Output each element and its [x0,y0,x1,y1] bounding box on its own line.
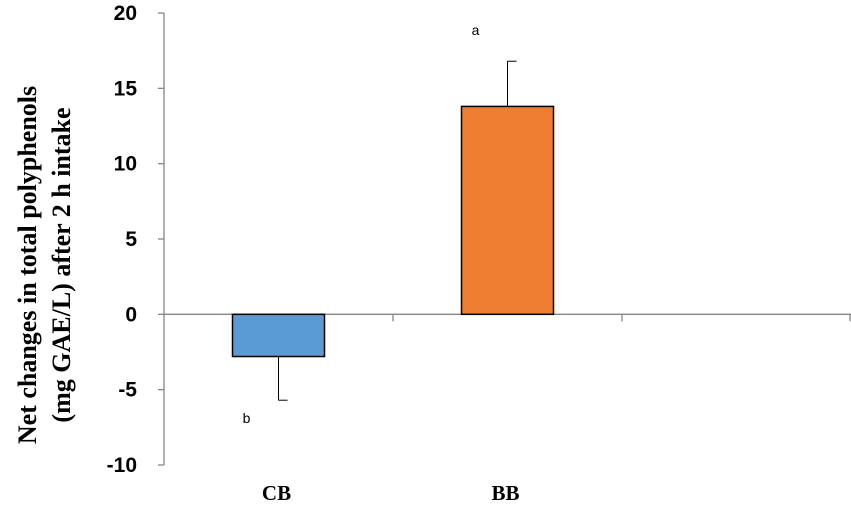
y-axis-title: Net changes in total polyphenols (mg GAE… [13,86,76,444]
y-axis-title-line-2: (mg GAE/L) after 2 h intake [47,107,76,422]
bars: ba [231,22,555,426]
y-tick-label: -5 [118,379,137,402]
y-tick-label: 20 [114,2,137,25]
category-label-bb: BB [491,481,519,505]
category-label-cb: CB [262,481,291,505]
category-labels: CB BB [262,481,520,505]
y-ticks: 20 15 10 5 0 -5 -10 [107,2,164,477]
bar-bb [460,105,555,316]
y-tick-label: 10 [114,153,137,176]
y-tick-label: -10 [107,454,137,477]
significance-label-cb: b [243,410,251,426]
y-tick-label: 15 [114,77,138,100]
y-tick-label: 5 [125,228,137,251]
y-axis-title-line-1: Net changes in total polyphenols [13,86,42,444]
bar-cb [231,313,326,358]
y-tick-label: 0 [125,303,137,326]
significance-label-bb: a [472,22,480,38]
